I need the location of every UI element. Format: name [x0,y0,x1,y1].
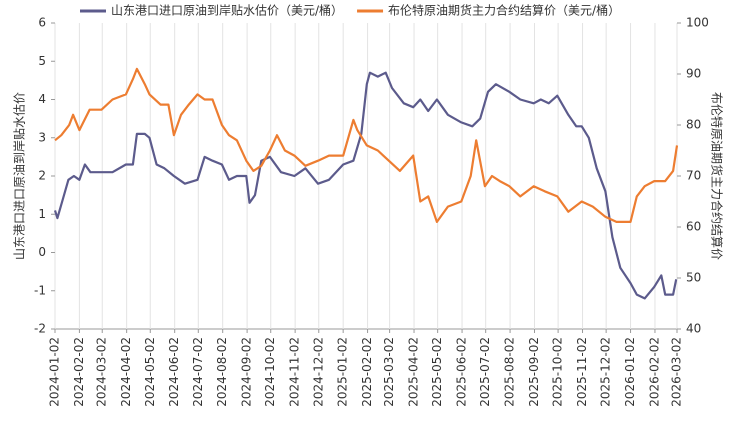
legend-label: 山东港口进口原油到岸贴水估价（美元/桶） [111,3,343,18]
y-tick-label: 2 [38,169,46,183]
y2-tick-label: 60 [686,220,701,234]
y-tick-label: 0 [38,245,46,259]
x-tick-label: 2026-03-02 [670,337,684,407]
x-tick-label: 2024-02-02 [72,337,86,407]
x-tick-label: 2025-10-02 [551,337,565,407]
x-tick-label: 2024-10-02 [263,337,277,407]
x-tick-label: 2024-04-02 [119,337,133,407]
x-tick-label: 2024-05-02 [143,337,157,407]
y2-tick-label: 50 [686,271,701,285]
series-line [54,67,679,223]
x-tick-label: 2026-01-02 [623,337,637,407]
x-tick-label: 2026-02-02 [647,337,661,407]
x-tick-label: 2024-11-02 [288,337,302,407]
x-tick-label: 2024-01-02 [48,337,62,407]
x-tick-label: 2025-09-02 [527,337,541,407]
y-tick-label: 6 [38,16,46,30]
x-tick-label: 2025-04-02 [407,337,421,407]
y2-axis-title: 布伦特原油期货主力合约结算价 [710,92,725,260]
y2-tick-label: 90 [686,67,701,81]
y-tick-label: 1 [38,207,46,221]
x-tick-label: 2024-12-02 [311,337,325,407]
y-tick-label: -2 [34,322,46,336]
y-axis-title: 山东港口进口原油到岸贴水估价 [13,92,27,260]
x-tick-label: 2024-08-02 [215,337,229,407]
x-tick-label: 2024-06-02 [167,337,181,407]
y-tick-label: 4 [38,92,46,106]
x-tick-label: 2025-02-02 [360,337,374,407]
x-tick-label: 2025-01-02 [336,337,350,407]
x-tick-label: 2025-07-02 [478,337,492,407]
y-tick-label: -1 [34,283,46,297]
x-tick-label: 2024-03-02 [95,337,109,407]
x-tick-label: 2025-03-02 [382,337,396,407]
x-tick-label: 2025-12-02 [599,337,613,407]
y2-tick-label: 80 [686,118,701,132]
x-tick-label: 2025-11-02 [575,337,589,407]
series-line [53,71,678,300]
x-tick-label: 2025-08-02 [503,337,517,407]
x-tick-label: 2024-09-02 [240,337,254,407]
y-tick-label: 5 [38,54,46,68]
legend-label: 布伦特原油期货主力合约结算价（美元/桶） [388,3,620,18]
y-tick-label: 3 [38,130,46,144]
y2-tick-label: 100 [686,16,709,30]
x-tick-label: 2025-05-02 [430,337,444,407]
y2-tick-label: 40 [686,322,701,336]
x-tick-label: 2024-07-02 [191,337,205,407]
x-tick-label: 2025-06-02 [455,337,469,407]
y2-tick-label: 70 [686,169,701,183]
